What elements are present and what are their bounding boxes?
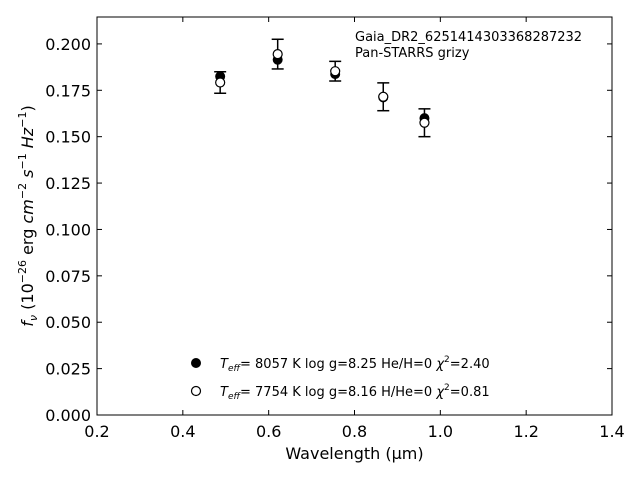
x-tick-label: 0.2 [84, 422, 109, 441]
x-axis-ticks: 0.2 0.4 0.6 0.8 1.0 1.2 1.4 [84, 17, 625, 441]
y-tick-label: 0.125 [45, 174, 91, 193]
y-tick-label: 0.050 [45, 313, 91, 332]
x-tick-label: 0.8 [342, 422, 367, 441]
legend-marker-open [190, 385, 202, 397]
y-axis-title: fν (10−26 erg cm−2 s−1 Hz−1) [16, 105, 40, 326]
y-tick-label: 0.000 [45, 406, 91, 425]
x-tick-label: 0.4 [170, 422, 195, 441]
y-tick-label: 0.150 [45, 128, 91, 147]
y-tick-label: 0.025 [45, 360, 91, 379]
legend-marker-filled [191, 358, 201, 368]
legend: Teff= 8057 K log g=8.25 He/H=0 χ2=2.40 T… [190, 355, 490, 402]
y-axis-ticks: 0.000 0.025 0.050 0.075 0.100 0.125 0.150 0.175… [45, 35, 612, 425]
data-points [215, 49, 430, 128]
plot-area [96, 16, 613, 416]
x-tick-label: 0.6 [256, 422, 281, 441]
annotation-photometry: Pan-STARRS grizy [355, 46, 470, 61]
legend-entry-2: Teff= 7754 K log g=8.16 H/He=0 χ2=0.81 [220, 383, 490, 402]
y-tick-label: 0.075 [45, 267, 91, 286]
model-point-open [330, 66, 341, 77]
legend-entry-1: Teff= 8057 K log g=8.25 He/H=0 χ2=2.40 [220, 355, 490, 374]
y-tick-label: 0.175 [45, 81, 91, 100]
x-tick-label: 1.2 [513, 422, 538, 441]
model-point-open [215, 77, 226, 88]
x-tick-label: 1.0 [428, 422, 453, 441]
annotation-object-id: Gaia_DR2_6251414303368287232 [355, 30, 582, 45]
model-point-open [378, 91, 389, 102]
y-tick-label: 0.100 [45, 220, 91, 239]
model-point-open [419, 117, 430, 128]
x-tick-label: 1.4 [599, 422, 624, 441]
model-point-open [272, 49, 283, 60]
y-tick-label: 0.200 [45, 35, 91, 54]
x-axis-title: Wavelength (μm) [285, 444, 423, 463]
